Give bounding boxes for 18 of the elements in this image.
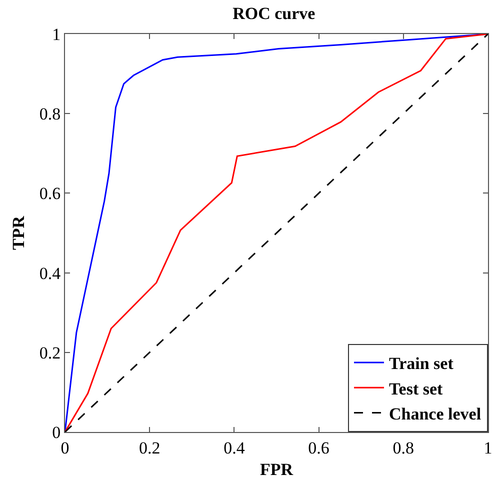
x-tick-label: 0.2	[138, 438, 160, 458]
x-tick-label: 0.4	[224, 438, 246, 458]
legend-label: Chance level	[389, 404, 482, 424]
y-tick-label: 0.6	[39, 184, 61, 204]
y-tick-label: 0.4	[39, 264, 62, 283]
y-tick-label: 0	[52, 422, 61, 442]
line-series	[65, 34, 488, 432]
legend-label: Test set	[389, 379, 444, 398]
x-tick-label: 1	[484, 438, 492, 458]
chart-title: ROC curve	[232, 4, 316, 24]
legend-label: Train set	[389, 354, 454, 374]
y-tick-label: 0.2	[39, 343, 61, 362]
x-tick-label: 0.6	[308, 438, 330, 458]
y-tick-label: 0.8	[39, 104, 61, 124]
x-axis-title: FPR	[260, 460, 294, 479]
x-tick-label: 0.8	[392, 438, 414, 458]
y-tick-label: 1	[52, 24, 61, 44]
y-axis-title: TPR	[8, 215, 28, 250]
